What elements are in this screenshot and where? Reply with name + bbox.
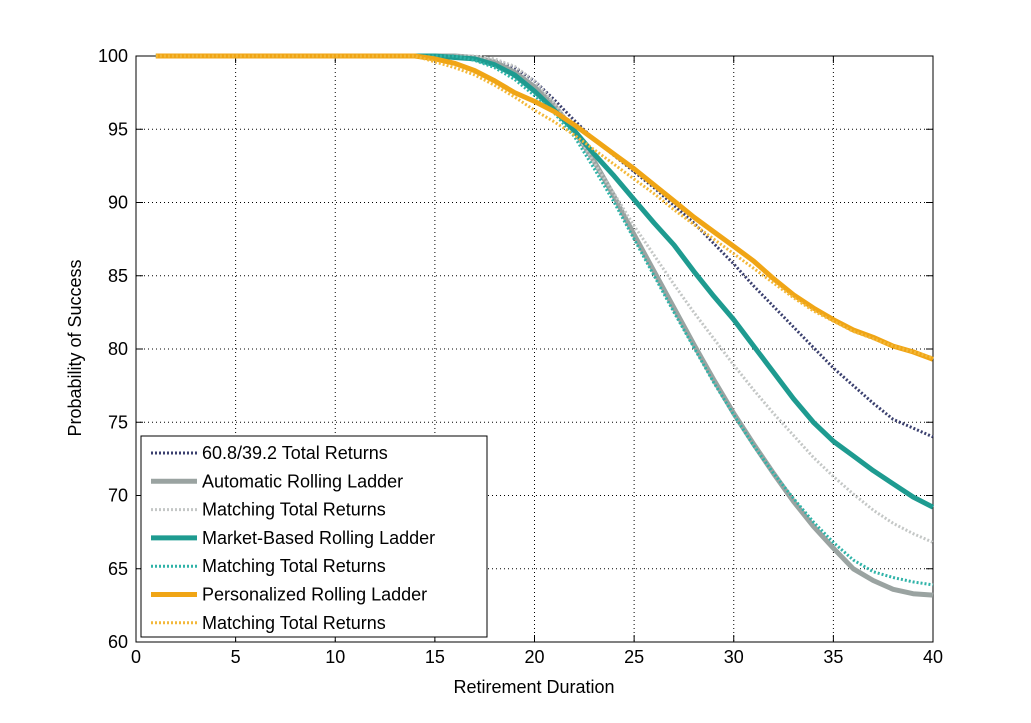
x-tick-label: 5: [231, 647, 241, 667]
x-tick-label: 20: [524, 647, 544, 667]
x-tick-label: 10: [325, 647, 345, 667]
legend-entry-label: Market-Based Rolling Ladder: [202, 528, 435, 548]
legend-entry-label: Matching Total Returns: [202, 613, 386, 633]
y-axis-label: Probability of Success: [65, 259, 85, 436]
legend-entry-label: Personalized Rolling Ladder: [202, 585, 427, 605]
x-tick-label: 0: [131, 647, 141, 667]
y-tick-label: 65: [108, 559, 128, 579]
legend-entry-label: Matching Total Returns: [202, 556, 386, 576]
series-line-7: [155, 54, 934, 360]
axis-ticks: 0 5 10 15 20 25 30 35 40 60 65 70 75 80 85 90 95 100: [98, 46, 943, 667]
y-tick-label: 85: [108, 266, 128, 286]
y-tick-label: 75: [108, 412, 128, 432]
y-tick-label: 90: [108, 193, 128, 213]
legend: 60.8/39.2 Total Returns Automatic Rolling…: [140, 435, 488, 638]
series-lines: [155, 53, 935, 598]
x-axis-label: Retirement Duration: [453, 677, 614, 697]
series-line-3: [155, 54, 934, 544]
legend-box: [140, 435, 488, 638]
y-tick-label: 100: [98, 46, 128, 66]
series-line-4: [155, 53, 935, 510]
x-tick-label: 35: [823, 647, 843, 667]
legend-entry-label: Matching Total Returns: [202, 500, 386, 520]
x-tick-label: 30: [724, 647, 744, 667]
x-tick-label: 40: [923, 647, 943, 667]
y-tick-label: 60: [108, 632, 128, 652]
legend-entry-label: 60.8/39.2 Total Returns: [202, 443, 388, 463]
y-tick-label: 80: [108, 339, 128, 359]
legend-entry-label: Automatic Rolling Ladder: [202, 471, 403, 491]
series-line-5: [155, 54, 934, 587]
y-tick-label: 70: [108, 486, 128, 506]
y-tick-label: 95: [108, 119, 128, 139]
x-tick-label: 15: [425, 647, 445, 667]
x-tick-label: 25: [624, 647, 644, 667]
